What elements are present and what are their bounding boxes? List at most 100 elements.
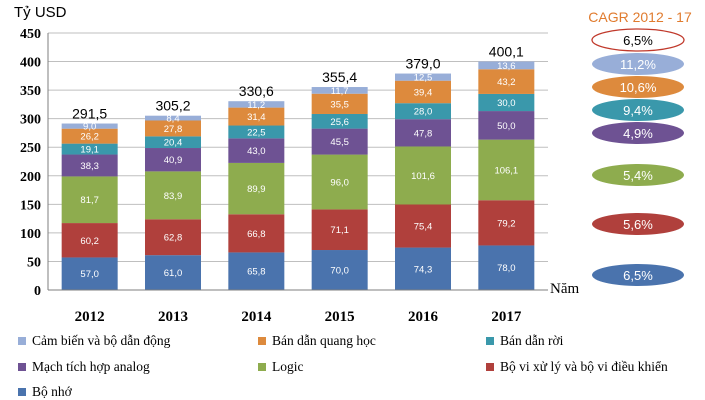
data-label: 71,1	[330, 225, 349, 236]
bar-segment	[311, 128, 368, 155]
x-tick-label: 2015	[325, 309, 355, 325]
data-label: 38,3	[80, 161, 99, 172]
bar-segment	[478, 139, 535, 201]
cagr-label: 6,5%	[623, 268, 653, 283]
legend-label: Bộ vi xử lý và bộ vi điều khiển	[500, 359, 668, 374]
bar-segment	[61, 128, 118, 144]
data-label: 75,4	[414, 222, 433, 233]
cagr-label: 5,4%	[623, 168, 653, 183]
bar-segment	[311, 209, 368, 251]
legend-swatch	[486, 363, 494, 371]
legend-swatch	[18, 388, 26, 396]
bar-segment	[478, 69, 535, 94]
cagr-label: 5,6%	[623, 217, 653, 232]
bar-segment	[145, 148, 201, 172]
bar-segment	[145, 219, 201, 256]
data-label: 11,7	[331, 86, 349, 97]
bar-segment	[395, 146, 451, 205]
total-label: 355,4	[322, 69, 357, 85]
data-label: 25,6	[330, 117, 349, 128]
bar-segment	[61, 123, 118, 129]
bar-segment	[145, 136, 201, 149]
legend-label: Cảm biến và bộ dẫn động	[32, 333, 171, 348]
data-label: 78,0	[497, 263, 516, 274]
y-tick-label: 200	[20, 170, 41, 185]
data-label: 65,8	[247, 267, 266, 278]
bar-segment	[478, 200, 535, 246]
bar-segment	[145, 120, 201, 137]
bar-segment	[395, 204, 451, 248]
bar-segment	[228, 252, 285, 290]
bar-segment	[228, 162, 285, 215]
cagr-ellipse	[592, 76, 684, 98]
cagr-panel: CAGR 2012 - 17 6,5% 5,6% 5,4% 4,9% 9,4% 10,6%…	[588, 9, 692, 286]
bar-segment	[311, 87, 368, 94]
legend-label: Bộ nhớ	[32, 384, 72, 399]
data-label: 12,5	[414, 73, 433, 84]
data-label: 19,1	[80, 145, 99, 156]
bar-segment	[478, 61, 535, 70]
data-label: 26,2	[80, 132, 99, 143]
legend-label: Bán dẫn quang học	[272, 333, 376, 348]
cagr-label: 9,4%	[623, 103, 653, 118]
bar-segment	[395, 103, 451, 120]
bar-segment	[228, 214, 285, 253]
legend-label: Logic	[272, 359, 304, 374]
cagr-ellipse	[592, 53, 684, 75]
y-tick-label: 350	[20, 84, 41, 99]
total-label: 305,2	[155, 98, 190, 114]
data-label: 106,1	[494, 165, 518, 176]
legend-item: Mạch tích hợp analog	[18, 359, 150, 375]
bar-segment	[145, 171, 201, 220]
data-label: 30,0	[497, 98, 516, 109]
data-label: 101,6	[411, 171, 435, 182]
y-tick-label: 300	[20, 113, 41, 128]
cagr-ellipse	[592, 213, 684, 235]
bar-segment	[395, 73, 451, 81]
legend-swatch	[18, 337, 26, 345]
x-tick-label: 2017	[491, 309, 522, 325]
data-label: 57,0	[80, 269, 99, 280]
y-tick-label: 50	[27, 255, 41, 270]
data-label: 81,7	[80, 195, 99, 206]
bar-segment	[61, 257, 118, 290]
data-label: 13,6	[497, 61, 516, 72]
data-label: 22,5	[247, 127, 266, 138]
bar-segment	[228, 125, 285, 139]
grid-lines	[48, 32, 548, 262]
data-label: 27,8	[164, 124, 183, 135]
data-label: 43,2	[497, 77, 516, 88]
legend-item: Cảm biến và bộ dẫn động	[18, 333, 170, 349]
data-label: 28,0	[414, 107, 433, 118]
y-tick-label: 0	[34, 284, 41, 299]
data-label: 39,4	[414, 87, 433, 98]
x-tick-label: 2014	[241, 309, 272, 325]
cagr-ellipse	[592, 122, 684, 144]
legend-swatch	[258, 337, 266, 345]
data-label: 61,0	[164, 268, 183, 279]
data-label: 79,2	[497, 218, 516, 229]
data-label: 45,5	[330, 137, 349, 148]
bar-segment	[395, 80, 451, 104]
axes: 0 50 100 150 200 250 300 350 400 450 2012 2013 2014 2…	[20, 27, 548, 325]
total-label: 400,1	[489, 43, 524, 59]
cagr-ellipse	[591, 28, 685, 52]
bar-segment	[61, 176, 118, 224]
y-tick-label: 450	[20, 27, 41, 42]
cagr-label: 4,9%	[623, 126, 653, 141]
x-tick-label: 2012	[75, 309, 105, 325]
legend-label: Mạch tích hợp analog	[32, 359, 150, 374]
data-label: 20,4	[164, 138, 183, 149]
bar-segment	[145, 255, 201, 290]
legend-item: Logic	[258, 359, 304, 375]
bar-segment	[145, 115, 201, 121]
bar-segment	[61, 223, 118, 258]
legend-label: Bán dẫn rời	[500, 333, 564, 348]
data-label: 11,2	[247, 100, 265, 111]
data-label: 31,4	[247, 112, 266, 123]
legend-item: Bộ nhớ	[18, 384, 72, 400]
bar-segment	[61, 154, 118, 177]
legend-swatch	[258, 363, 266, 371]
